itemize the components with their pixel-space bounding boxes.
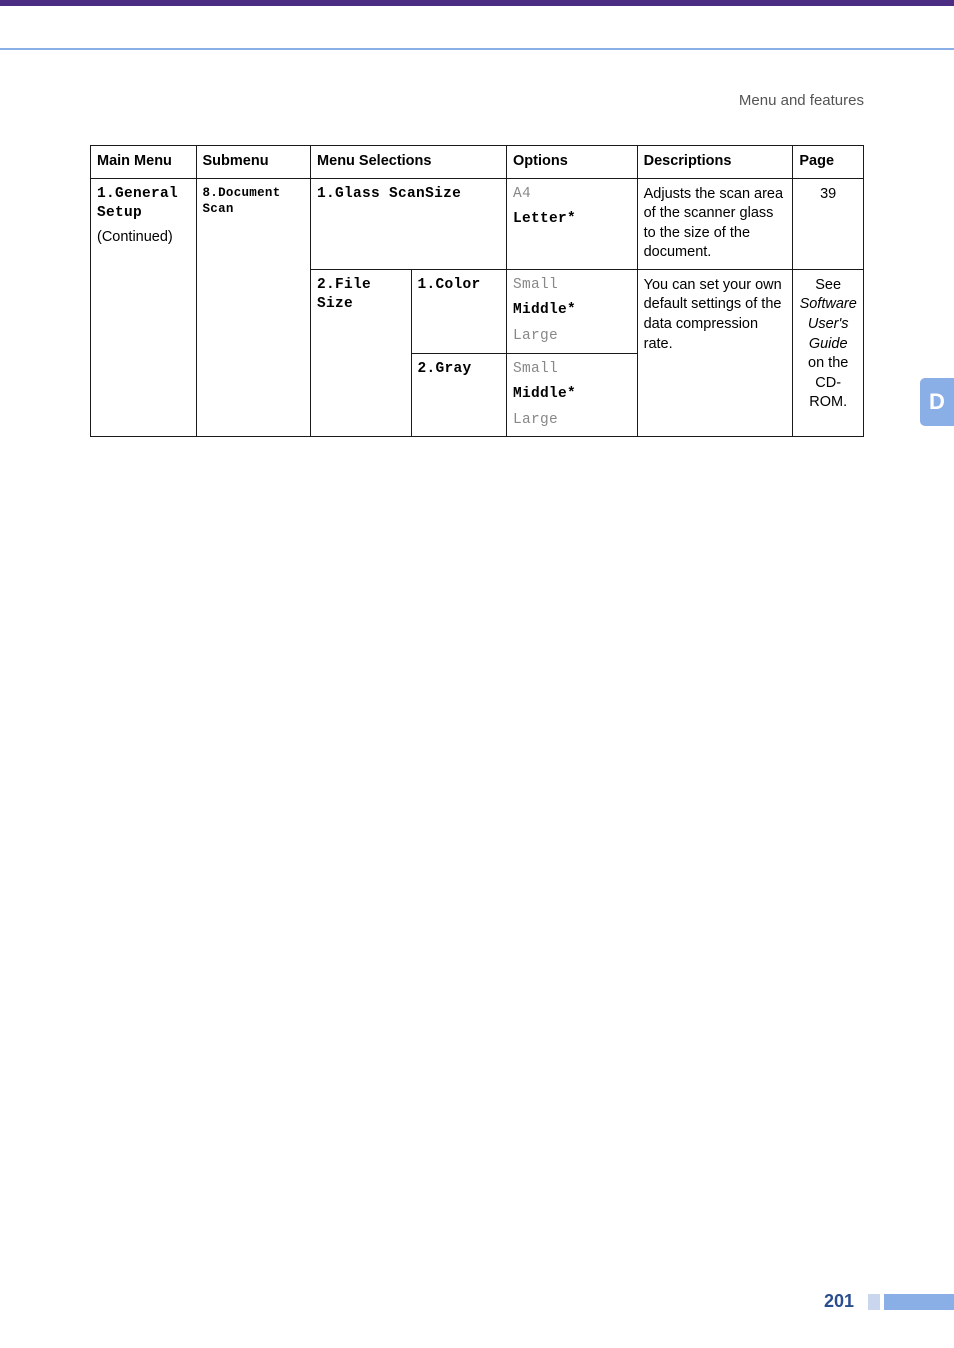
cell-color: 1.Color [411,269,506,353]
cell-gray-options: Small Middle* Large [506,353,637,437]
opt-letter: Letter* [513,210,631,230]
cell-file-size: 2.File Size [311,269,411,436]
opt-large-gray: Large [513,411,631,431]
page-note-guide: Guide [799,335,857,355]
col-menu-selections: Menu Selections [311,146,507,179]
cell-gray: 2.Gray [411,353,506,437]
opt-small-gray: Small [513,360,631,380]
footer-accent-2 [884,1294,954,1310]
opt-middle: Middle* [513,301,631,321]
cell-glass-options: A4 Letter* [506,178,637,269]
cell-glass-desc: Adjusts the scan area of the scanner gla… [637,178,793,269]
col-submenu: Submenu [196,146,311,179]
table-header-row: Main Menu Submenu Menu Selections Option… [91,146,864,179]
main-menu-line1: 1.General [97,185,190,205]
page-note-software: Software [799,295,857,315]
opt-a4: A4 [513,185,631,205]
main-menu-continued: (Continued) [97,228,190,248]
col-page: Page [793,146,864,179]
page-note-users: User's [799,315,857,335]
cell-glass-scansize: 1.Glass ScanSize [311,178,507,269]
page-note-see: See [799,276,857,296]
page-number: 201 [824,1291,868,1312]
content-area: Main Menu Submenu Menu Selections Option… [0,109,954,437]
table-row: 1.General Setup (Continued) 8.Document S… [91,178,864,269]
cell-filesize-desc: You can set your own default settings of… [637,269,793,436]
footer: 201 [824,1291,954,1312]
opt-large: Large [513,327,631,347]
opt-middle-gray: Middle* [513,385,631,405]
cell-submenu: 8.Document Scan [196,178,311,437]
top-accent-bar [0,0,954,6]
footer-accent-1 [868,1294,880,1310]
cell-color-options: Small Middle* Large [506,269,637,353]
page-note-cdrom: CD-ROM. [799,374,857,413]
breadcrumb: Menu and features [0,50,954,109]
menu-table: Main Menu Submenu Menu Selections Option… [90,145,864,437]
cell-main-menu: 1.General Setup (Continued) [91,178,197,437]
opt-small: Small [513,276,631,296]
page-note-onthe: on the [799,354,857,374]
cell-glass-page: 39 [793,178,864,269]
col-options: Options [506,146,637,179]
col-main-menu: Main Menu [91,146,197,179]
section-tab: D [920,378,954,426]
cell-filesize-page: See Software User's Guide on the CD-ROM. [793,269,864,436]
main-menu-line2: Setup [97,204,190,224]
col-descriptions: Descriptions [637,146,793,179]
